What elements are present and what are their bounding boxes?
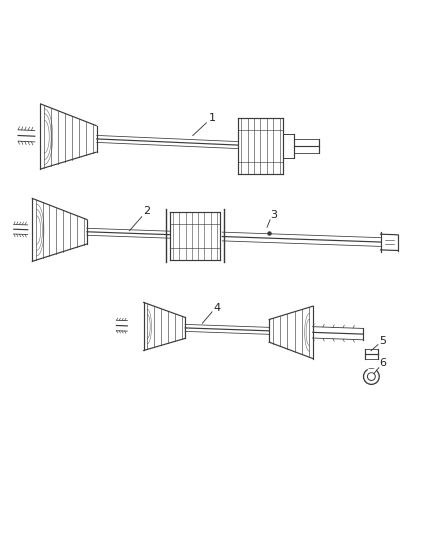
Text: 4: 4: [213, 303, 220, 312]
Text: 3: 3: [270, 210, 277, 220]
Text: 1: 1: [209, 113, 216, 123]
Text: 6: 6: [380, 358, 387, 368]
Text: 5: 5: [380, 336, 387, 346]
Text: 2: 2: [143, 206, 151, 216]
